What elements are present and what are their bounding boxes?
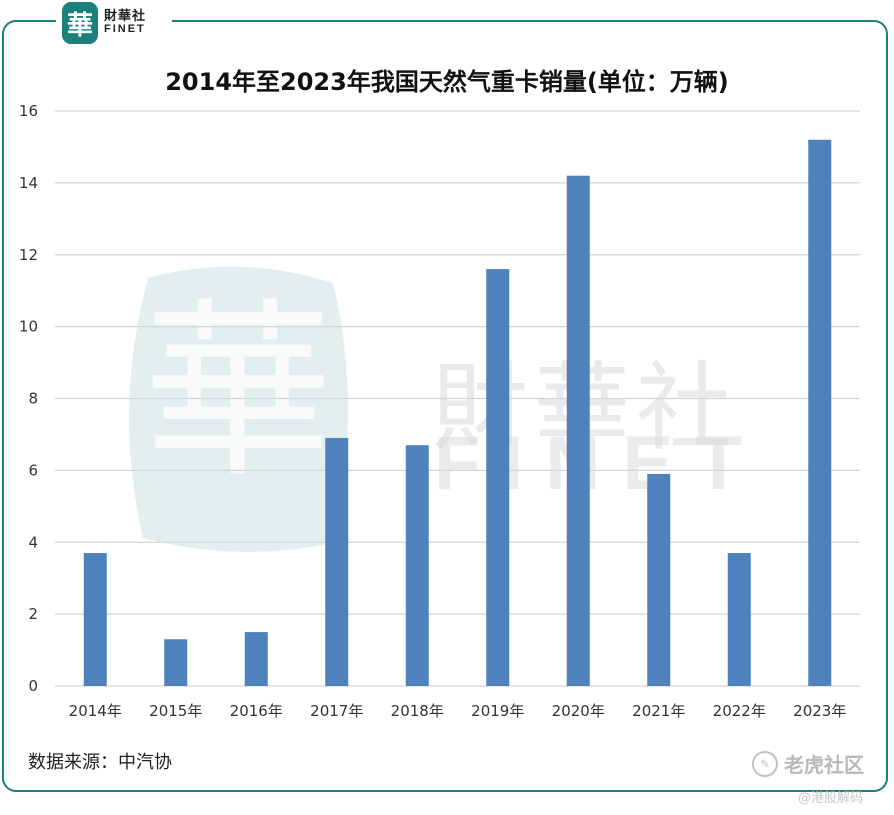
brand-name: 老虎社区 bbox=[784, 753, 864, 777]
logo-cn: 財華社 bbox=[104, 9, 147, 25]
y-tick-label-10: 10 bbox=[19, 318, 38, 336]
watermark-glyph: 華 bbox=[143, 282, 333, 503]
brand-watermark: ✎ 老虎社区 bbox=[752, 749, 864, 778]
bar-2022年 bbox=[727, 553, 751, 686]
finet-logo: 華 財華社 FINET bbox=[56, 0, 172, 46]
x-tick-label-2014年: 2014年 bbox=[69, 702, 122, 720]
y-tick-label-2: 2 bbox=[28, 605, 38, 623]
bar-2014年 bbox=[83, 553, 107, 686]
bar-chart: 0 2 4 6 8 10 12 14 16 2014年 2015年 2016年 2017年 2018年 20… bbox=[19, 102, 860, 720]
x-tick-label-2017年: 2017年 bbox=[310, 702, 363, 720]
brand-sub: @港股解码 bbox=[798, 791, 864, 806]
logo-badge: 華 bbox=[62, 2, 98, 44]
x-tick-label-2021年: 2021年 bbox=[632, 702, 685, 720]
x-tick-label-2015年: 2015年 bbox=[149, 702, 202, 720]
bar-2017年 bbox=[325, 438, 349, 686]
x-tick-label-2016年: 2016年 bbox=[230, 702, 283, 720]
y-tick-label-4: 4 bbox=[28, 533, 38, 551]
y-tick-label-16: 16 bbox=[19, 102, 38, 120]
logo-text: 財華社 FINET bbox=[104, 10, 146, 35]
y-tick-label-12: 12 bbox=[19, 246, 38, 264]
y-tick-label-0: 0 bbox=[28, 677, 38, 695]
bar-2018年 bbox=[405, 445, 429, 686]
x-tick-label-2018年: 2018年 bbox=[391, 702, 444, 720]
bar-2019年 bbox=[486, 269, 510, 686]
bar-2015年 bbox=[164, 639, 188, 686]
bar-2021年 bbox=[647, 473, 671, 686]
x-tick-label-2022年: 2022年 bbox=[713, 702, 766, 720]
chart-title: 2014年至2023年我国天然气重卡销量(单位：万辆) bbox=[165, 68, 729, 96]
watermark-seal: 華 bbox=[118, 258, 358, 558]
y-tick-label-14: 14 bbox=[19, 174, 38, 192]
logo-en: FINET bbox=[104, 23, 146, 36]
x-tick-label-2020年: 2020年 bbox=[552, 702, 605, 720]
tiger-icon: ✎ bbox=[752, 750, 778, 777]
source-note: 数据来源：中汽协 bbox=[28, 752, 172, 773]
y-tick-label-6: 6 bbox=[28, 461, 38, 479]
y-tick-label-8: 8 bbox=[28, 390, 38, 408]
x-tick-label-2019年: 2019年 bbox=[471, 702, 524, 720]
bar-2016年 bbox=[244, 632, 268, 686]
x-tick-label-2023年: 2023年 bbox=[793, 702, 846, 720]
bar-2023年 bbox=[808, 139, 832, 686]
bar-2020年 bbox=[566, 175, 590, 686]
